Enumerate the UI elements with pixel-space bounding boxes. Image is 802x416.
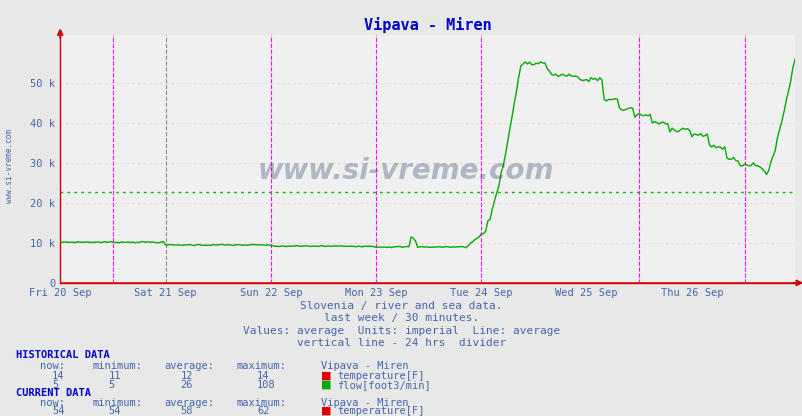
Text: Vipava - Miren: Vipava - Miren (321, 361, 408, 371)
Text: now:: now: (40, 398, 65, 408)
Text: 11: 11 (108, 371, 121, 381)
Text: average:: average: (164, 398, 214, 408)
Text: 54: 54 (52, 406, 65, 416)
Text: 62: 62 (257, 406, 269, 416)
Text: Values: average  Units: imperial  Line: average: Values: average Units: imperial Line: av… (242, 326, 560, 336)
Text: 26: 26 (180, 380, 193, 390)
Text: maximum:: maximum: (237, 398, 286, 408)
Text: 12: 12 (180, 371, 193, 381)
Text: temperature[F]: temperature[F] (337, 406, 424, 416)
Text: www.si-vreme.com: www.si-vreme.com (5, 129, 14, 203)
Text: maximum:: maximum: (237, 361, 286, 371)
Text: average:: average: (164, 361, 214, 371)
Title: Vipava - Miren: Vipava - Miren (363, 17, 491, 33)
Text: last week / 30 minutes.: last week / 30 minutes. (323, 313, 479, 323)
Text: 14: 14 (52, 371, 65, 381)
Text: ■: ■ (321, 406, 331, 416)
Text: CURRENT DATA: CURRENT DATA (16, 388, 91, 398)
Text: vertical line - 24 hrs  divider: vertical line - 24 hrs divider (297, 338, 505, 348)
Text: minimum:: minimum: (92, 398, 142, 408)
Text: 5: 5 (108, 380, 115, 390)
Text: 58: 58 (180, 406, 193, 416)
Text: www.si-vreme.com: www.si-vreme.com (257, 158, 553, 186)
Text: 108: 108 (257, 380, 275, 390)
Text: ■: ■ (321, 380, 331, 390)
Text: Vipava - Miren: Vipava - Miren (321, 398, 408, 408)
Text: now:: now: (40, 361, 65, 371)
Text: ■: ■ (321, 371, 331, 381)
Text: minimum:: minimum: (92, 361, 142, 371)
Text: HISTORICAL DATA: HISTORICAL DATA (16, 350, 110, 360)
Text: 5: 5 (52, 380, 59, 390)
Text: Slovenia / river and sea data.: Slovenia / river and sea data. (300, 301, 502, 311)
Text: flow[foot3/min]: flow[foot3/min] (337, 380, 431, 390)
Text: 14: 14 (257, 371, 269, 381)
Text: temperature[F]: temperature[F] (337, 371, 424, 381)
Text: 54: 54 (108, 406, 121, 416)
